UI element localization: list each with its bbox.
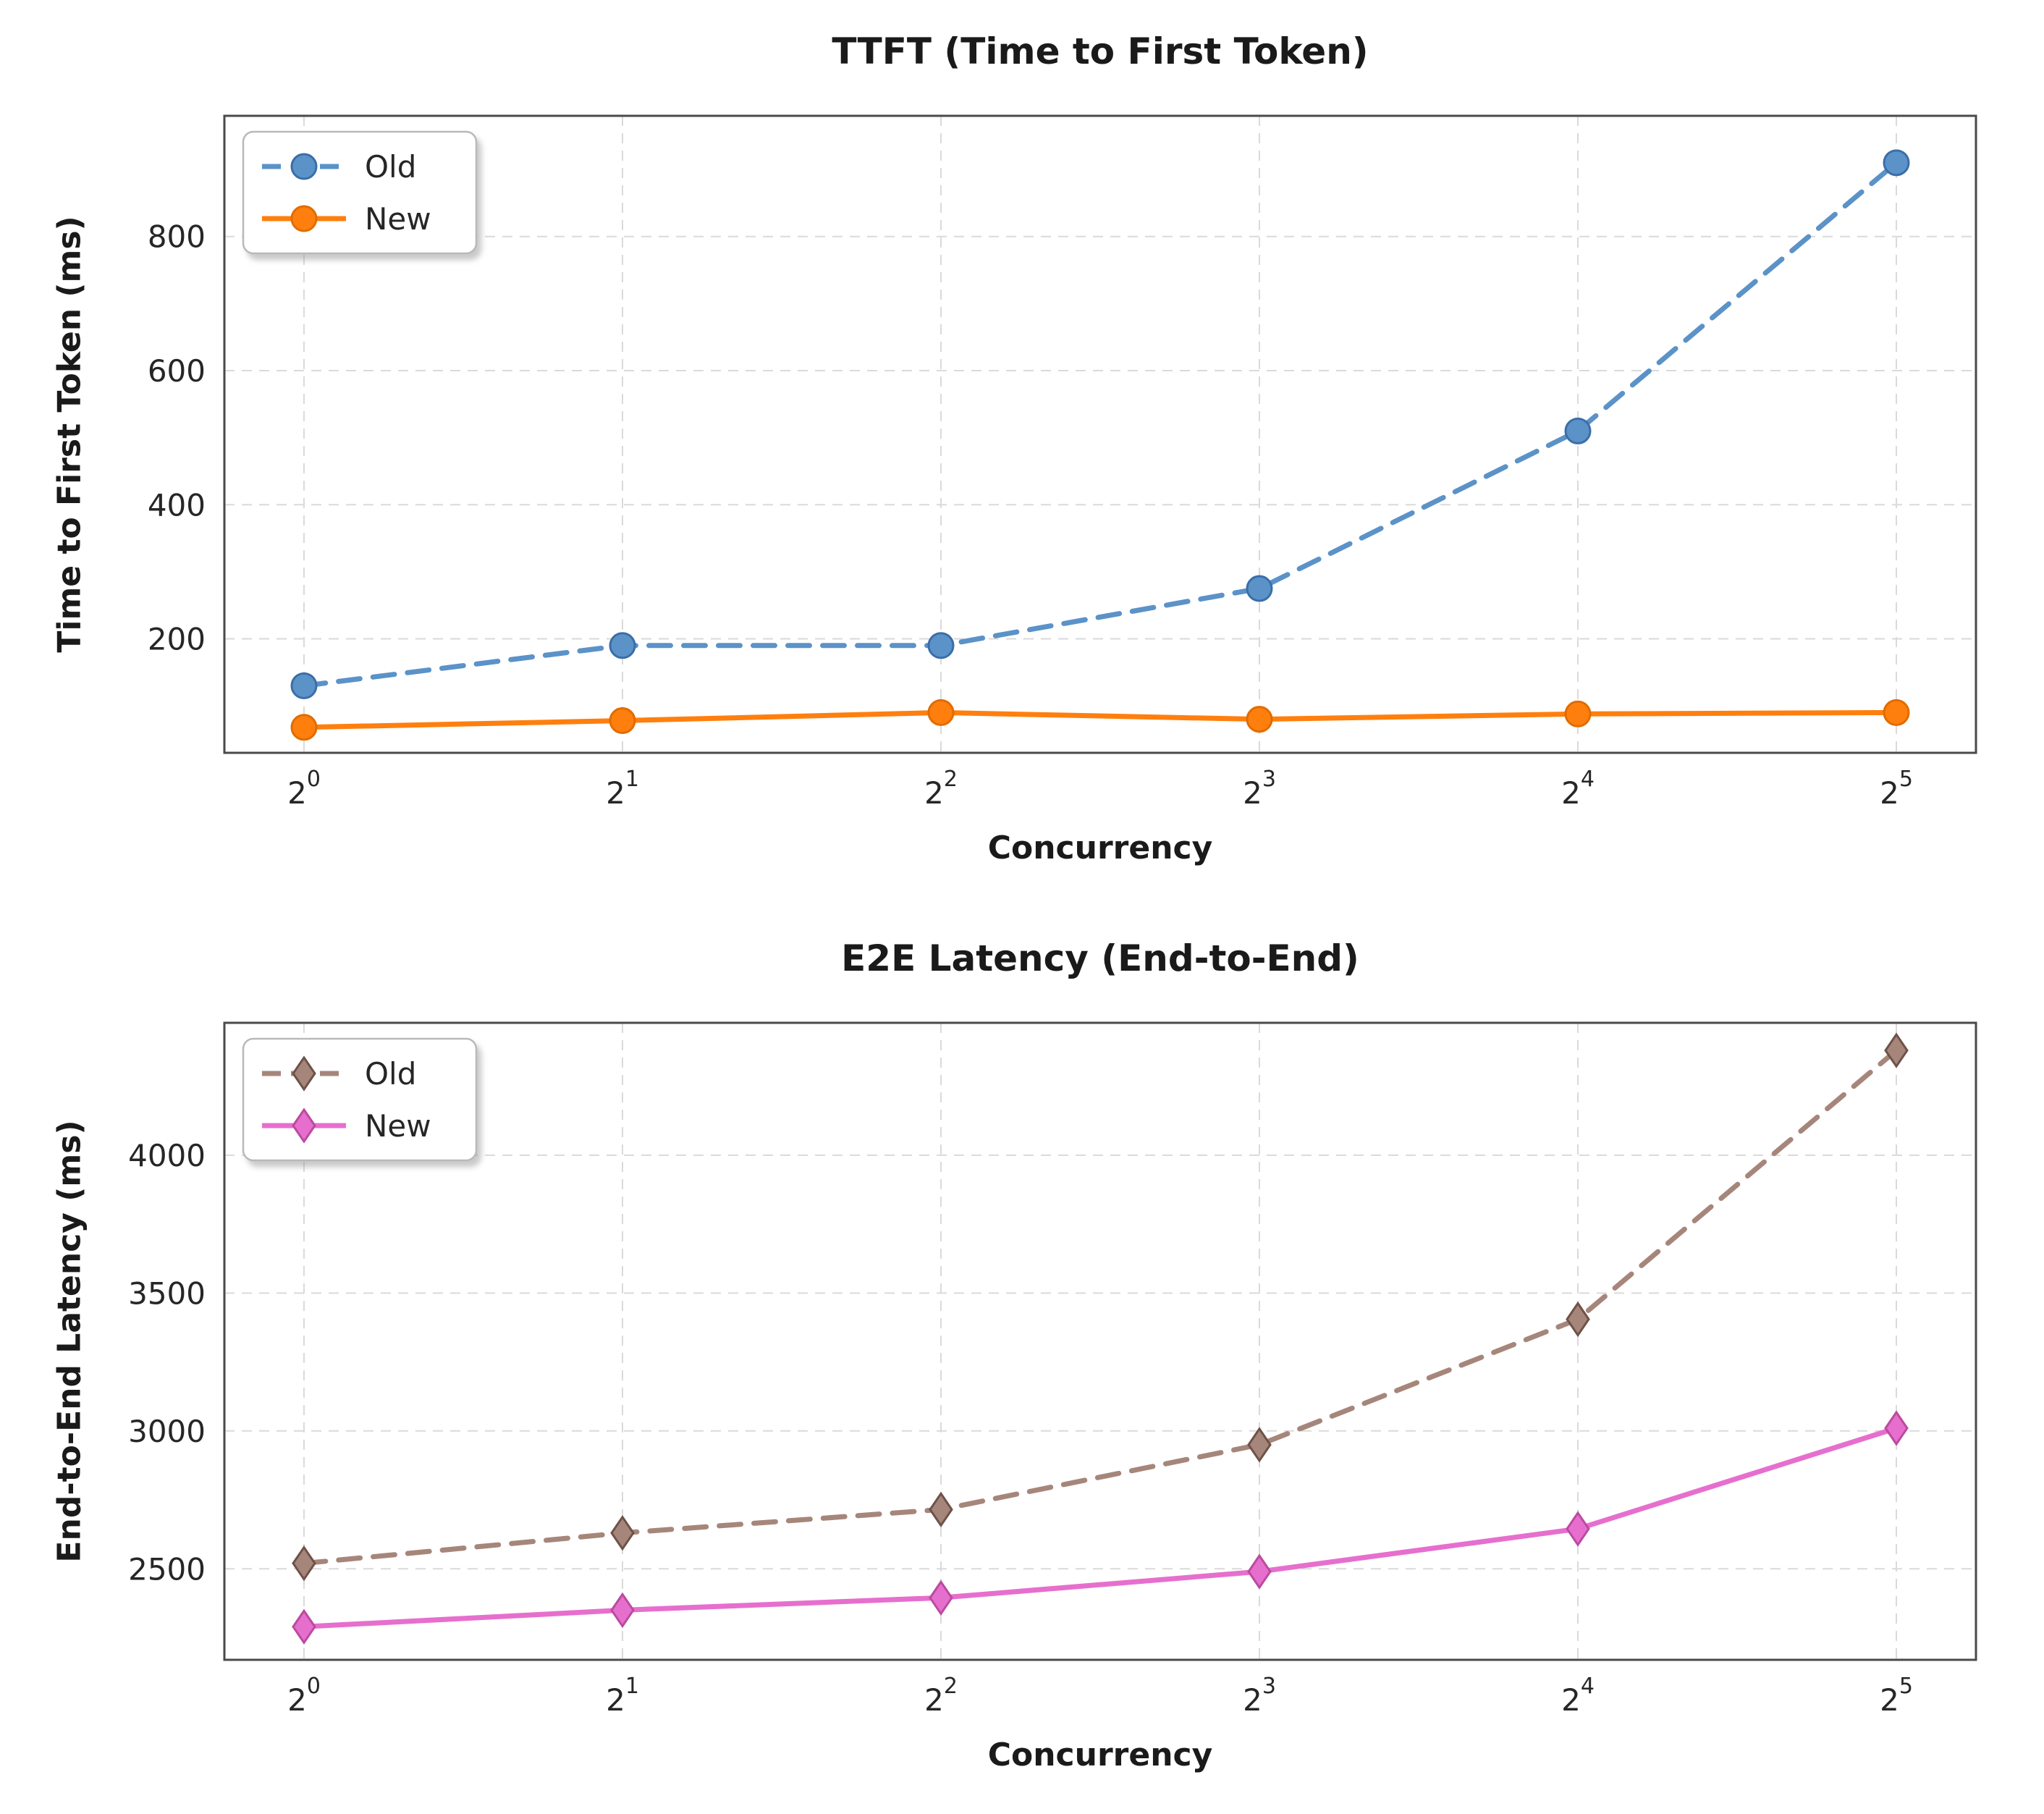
data-point-marker xyxy=(292,1545,316,1582)
legend: Old New xyxy=(242,1037,478,1162)
series-line-old xyxy=(301,160,1899,688)
legend-box xyxy=(242,1037,478,1162)
y-tick-label: 200 xyxy=(148,622,206,657)
data-point-marker xyxy=(1883,149,1910,177)
data-point-marker xyxy=(292,1108,316,1144)
data-point-marker xyxy=(1564,417,1592,444)
data-point-marker xyxy=(1566,1511,1590,1547)
y-tick-label: 2500 xyxy=(128,1551,206,1587)
data-point-marker xyxy=(1246,706,1273,733)
e2e-plot-canvas: 2500 3000 3500 4000 20 21 22 23 24 25 Old New xyxy=(128,1021,1977,1718)
e2e-y-axis-label: End-to-End Latency (ms) xyxy=(51,1120,88,1563)
x-tick-label: 20 xyxy=(287,1674,321,1718)
ttft-x-axis-label: Concurrency xyxy=(987,830,1213,866)
data-point-marker xyxy=(292,1608,316,1645)
e2e-latency-chart-section: 2500 3000 3500 4000 20 21 22 23 24 25 Old New E2E L… xyxy=(0,907,2044,1814)
series-line-new xyxy=(301,709,1899,730)
x-tick-label: 25 xyxy=(1880,1674,1913,1718)
data-point-marker xyxy=(609,632,636,659)
legend: Old New xyxy=(242,130,478,255)
legend-box xyxy=(242,130,478,255)
data-point-marker xyxy=(290,205,318,232)
series-line-old xyxy=(301,1047,1899,1566)
data-point-marker xyxy=(290,672,318,699)
x-tick-label: 23 xyxy=(1243,767,1276,811)
e2e-x-axis-label: Concurrency xyxy=(987,1737,1213,1773)
data-point-marker xyxy=(610,1592,635,1629)
x-tick-label: 21 xyxy=(606,767,639,811)
ttft-chart-section: 200 400 600 800 20 21 22 23 24 25 Old New TTFT (Tim… xyxy=(51,30,1977,866)
data-point-marker xyxy=(929,1491,953,1528)
x-tick-label: 23 xyxy=(1243,1674,1276,1718)
data-point-marker xyxy=(1884,1032,1909,1068)
data-point-marker xyxy=(1884,1410,1909,1446)
e2e-chart-title: E2E Latency (End-to-End) xyxy=(841,937,1359,979)
plot-border xyxy=(223,114,1977,754)
x-tick-label: 21 xyxy=(606,1674,639,1718)
plot-border xyxy=(223,1021,1977,1661)
series-line-new xyxy=(301,1425,1899,1629)
y-tick-label: 800 xyxy=(148,219,206,255)
ttft-y-axis-label: Time to First Token (ms) xyxy=(51,216,88,653)
data-point-marker xyxy=(927,699,955,726)
legend-label: Old xyxy=(365,1056,416,1092)
x-tick-label: 22 xyxy=(924,767,958,811)
y-tick-label: 3500 xyxy=(128,1275,206,1311)
y-tick-label: 3000 xyxy=(128,1414,206,1449)
legend-label: New xyxy=(365,201,431,237)
data-point-marker xyxy=(290,714,318,741)
legend-label: Old xyxy=(365,149,416,185)
ttft-plot-canvas: 200 400 600 800 20 21 22 23 24 25 Old New xyxy=(148,114,1977,811)
y-tick-label: 600 xyxy=(148,353,206,389)
ttft-chart-title: TTFT (Time to First Token) xyxy=(832,30,1369,72)
data-point-marker xyxy=(929,1579,953,1616)
data-point-marker xyxy=(1247,1427,1272,1463)
data-point-marker xyxy=(290,153,318,180)
data-point-marker xyxy=(609,707,636,735)
y-tick-label: 400 xyxy=(148,487,206,523)
data-point-marker xyxy=(927,632,955,659)
x-tick-label: 25 xyxy=(1880,767,1913,811)
data-point-marker xyxy=(1564,700,1592,727)
x-tick-label: 24 xyxy=(1561,767,1595,811)
data-point-marker xyxy=(292,1055,316,1092)
data-point-marker xyxy=(610,1515,635,1551)
data-point-marker xyxy=(1883,699,1910,726)
data-point-marker xyxy=(1566,1301,1590,1338)
legend-label: New xyxy=(365,1108,431,1144)
y-tick-label: 4000 xyxy=(128,1138,206,1173)
data-point-marker xyxy=(1246,575,1273,602)
data-point-marker xyxy=(1247,1553,1272,1590)
x-tick-label: 24 xyxy=(1561,1674,1595,1718)
x-tick-label: 20 xyxy=(287,767,321,811)
x-tick-label: 22 xyxy=(924,1674,958,1718)
